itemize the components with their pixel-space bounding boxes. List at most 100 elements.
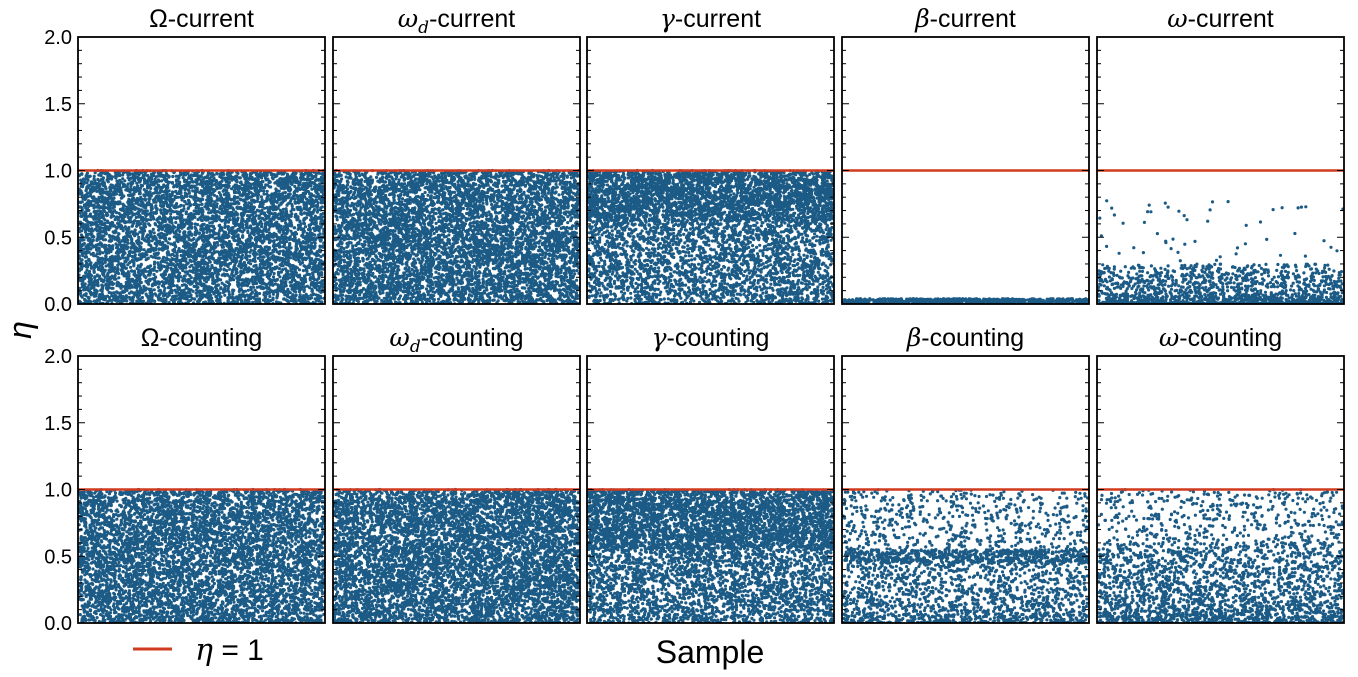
data-point bbox=[271, 283, 275, 287]
data-point bbox=[231, 292, 235, 296]
data-point bbox=[122, 236, 126, 240]
data-point bbox=[93, 187, 97, 191]
data-point bbox=[234, 190, 238, 194]
data-point bbox=[127, 197, 131, 201]
data-point bbox=[169, 212, 173, 216]
data-point bbox=[175, 202, 179, 206]
data-point bbox=[87, 228, 91, 233]
data-point bbox=[313, 214, 317, 218]
data-point bbox=[152, 272, 156, 277]
data-point bbox=[267, 241, 271, 245]
data-point bbox=[181, 176, 185, 180]
data-point bbox=[92, 270, 96, 274]
data-point bbox=[139, 208, 143, 212]
data-point bbox=[221, 245, 225, 249]
data-point bbox=[174, 189, 178, 193]
data-point bbox=[251, 219, 255, 223]
data-point bbox=[239, 250, 243, 254]
data-point bbox=[219, 286, 223, 290]
data-point bbox=[154, 185, 158, 189]
data-point bbox=[215, 241, 219, 245]
data-point bbox=[112, 291, 116, 295]
data-point bbox=[103, 243, 107, 247]
data-point bbox=[178, 216, 182, 220]
data-point bbox=[156, 280, 160, 284]
data-point bbox=[310, 187, 314, 191]
data-point bbox=[187, 191, 191, 195]
data-point bbox=[309, 293, 313, 297]
data-point bbox=[214, 287, 219, 291]
data-point bbox=[120, 208, 124, 212]
data-point bbox=[243, 220, 248, 224]
data-point bbox=[129, 236, 133, 241]
data-point bbox=[118, 193, 122, 197]
data-point bbox=[301, 294, 306, 298]
data-point bbox=[247, 266, 251, 270]
data-point bbox=[237, 289, 241, 293]
data-point bbox=[294, 245, 299, 249]
data-point bbox=[274, 189, 278, 193]
data-point bbox=[230, 229, 235, 233]
data-point bbox=[106, 202, 111, 206]
data-point bbox=[182, 252, 186, 256]
data-point bbox=[115, 290, 119, 294]
data-point bbox=[256, 177, 260, 182]
data-point bbox=[139, 262, 143, 266]
data-point bbox=[142, 274, 146, 278]
data-point bbox=[171, 174, 175, 179]
data-point bbox=[146, 173, 150, 178]
data-point bbox=[278, 245, 282, 249]
data-point bbox=[116, 247, 120, 251]
data-point bbox=[321, 211, 325, 215]
data-point bbox=[197, 197, 202, 201]
data-point bbox=[140, 271, 144, 275]
data-point bbox=[301, 231, 305, 235]
data-point bbox=[159, 203, 163, 208]
data-point bbox=[271, 193, 275, 198]
data-point bbox=[197, 174, 201, 178]
data-point bbox=[272, 239, 276, 244]
data-point bbox=[278, 263, 282, 267]
data-point bbox=[164, 172, 168, 176]
data-point bbox=[138, 186, 143, 190]
data-point bbox=[213, 219, 217, 223]
data-point bbox=[99, 195, 103, 200]
data-point bbox=[289, 209, 293, 213]
data-point bbox=[271, 292, 275, 296]
data-point bbox=[302, 172, 306, 177]
data-point bbox=[98, 250, 102, 254]
data-point bbox=[207, 207, 211, 211]
data-point bbox=[294, 248, 298, 252]
data-point bbox=[94, 261, 98, 265]
data-point bbox=[245, 270, 249, 274]
data-point bbox=[85, 185, 89, 189]
data-point bbox=[179, 208, 184, 212]
data-point bbox=[88, 201, 93, 205]
data-point bbox=[297, 281, 301, 285]
data-point bbox=[88, 194, 92, 198]
data-point bbox=[290, 264, 294, 268]
data-point bbox=[198, 231, 202, 235]
data-point bbox=[154, 293, 158, 297]
data-point bbox=[206, 215, 210, 219]
data-point bbox=[165, 295, 169, 299]
data-point bbox=[247, 190, 251, 194]
data-point bbox=[112, 266, 116, 270]
data-point bbox=[302, 274, 307, 278]
data-point bbox=[221, 233, 225, 237]
data-point bbox=[158, 199, 162, 203]
data-point bbox=[258, 205, 262, 209]
data-point bbox=[110, 298, 114, 302]
data-point bbox=[284, 272, 288, 276]
data-point bbox=[280, 193, 284, 197]
data-point bbox=[166, 241, 170, 245]
data-point bbox=[138, 284, 142, 288]
data-point bbox=[150, 207, 154, 211]
data-point bbox=[166, 217, 170, 221]
data-point bbox=[99, 174, 103, 178]
data-point bbox=[289, 219, 293, 223]
data-point bbox=[87, 232, 91, 236]
data-point bbox=[201, 255, 205, 259]
data-point bbox=[80, 210, 84, 214]
data-point bbox=[195, 294, 199, 298]
